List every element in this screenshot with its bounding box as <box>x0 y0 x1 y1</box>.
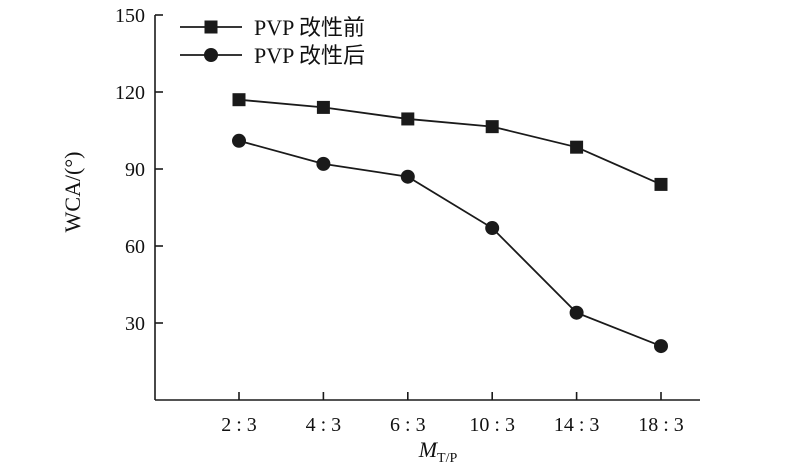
x-axis-label-sub: T/P <box>437 451 457 466</box>
legend-marker-circle <box>204 48 218 62</box>
legend-item-1: PVP 改性前 <box>180 15 365 40</box>
data-point-square <box>316 100 330 114</box>
y-axis-label: WCA/(°) <box>60 152 85 233</box>
legend-item-2: PVP 改性后 <box>180 43 365 68</box>
axes: 30 60 90 120 150 2 : 3 4 : 3 6 : 3 10 : 3 14 : 3 1… <box>115 5 700 436</box>
legend-marker-square <box>204 20 218 34</box>
y-tick-label: 60 <box>125 236 145 258</box>
data-point-square <box>401 112 415 126</box>
y-tick-label: 150 <box>115 5 145 27</box>
y-tick-label: 90 <box>125 159 145 181</box>
data-point-circle <box>400 169 415 184</box>
x-tick-label: 10 : 3 <box>469 414 515 436</box>
x-tick-label: 6 : 3 <box>390 414 426 436</box>
x-tick-label: 2 : 3 <box>221 414 257 436</box>
series-1 <box>232 93 668 191</box>
data-point-circle <box>316 156 331 171</box>
y-tick-label: 30 <box>125 313 145 335</box>
data-point-square <box>570 140 584 154</box>
data-point-square <box>232 93 246 107</box>
data-point-square <box>485 120 499 134</box>
y-tick-label: 120 <box>115 82 145 104</box>
data-point-circle <box>654 339 668 354</box>
series-2 <box>232 133 668 354</box>
data-point-circle <box>232 133 246 148</box>
series-line <box>238 139 662 347</box>
legend-label: PVP 改性前 <box>254 15 365 40</box>
series-layer <box>232 93 668 354</box>
series-line <box>238 98 662 186</box>
x-tick-label: 18 : 3 <box>638 414 684 436</box>
data-point-square <box>654 177 668 191</box>
x-axis-label-main: M <box>418 437 439 462</box>
data-point-circle <box>485 221 500 236</box>
x-tick-label: 4 : 3 <box>306 414 342 436</box>
data-point-circle <box>569 305 584 320</box>
legend-label: PVP 改性后 <box>254 43 365 68</box>
x-tick-label: 14 : 3 <box>554 414 600 436</box>
x-axis-label: MT/P <box>418 437 458 466</box>
legend: PVP 改性前 PVP 改性后 <box>180 15 365 68</box>
